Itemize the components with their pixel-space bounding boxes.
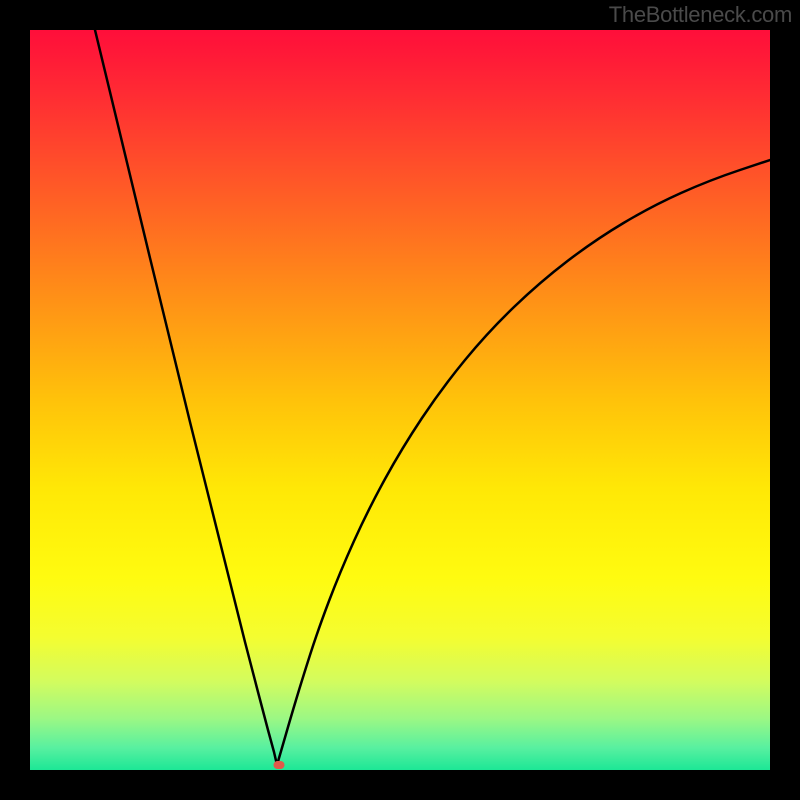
- chart-container: TheBottleneck.com: [0, 0, 800, 800]
- watermark-text: TheBottleneck.com: [609, 2, 792, 28]
- chart-svg: [0, 0, 800, 800]
